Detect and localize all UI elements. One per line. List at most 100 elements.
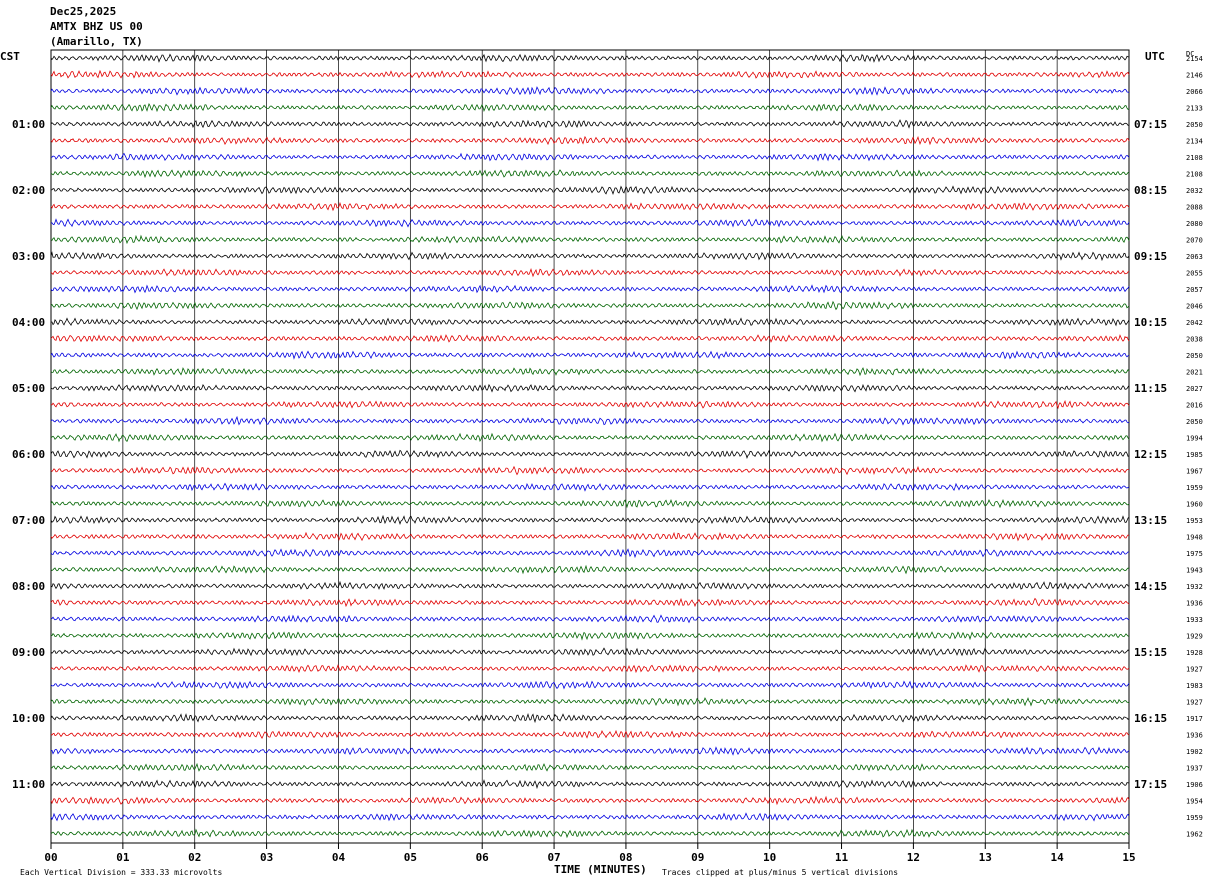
x-tick-label: 13 [979, 851, 992, 864]
dc-offset-column: 2154 2146 2066 2133 2050 2134 2108 2108 2032 2088… [1186, 55, 1203, 839]
station-label: AMTX BHZ US 00 [50, 20, 143, 33]
plot-frame [50, 49, 1130, 844]
seismic-trace [50, 647, 1130, 657]
seismic-trace [50, 53, 1129, 63]
utc-hour-label: 10:15 [1134, 316, 1167, 329]
dc-offset-value: 1927 [1186, 699, 1203, 707]
hour-labels: 01:00 02:00 03:00 04:00 05:00 06:00 07:00 08:00… [12, 118, 1167, 791]
dc-offset-value: 1917 [1186, 715, 1203, 723]
x-tick-label: 02 [188, 851, 201, 864]
seismic-trace [50, 498, 1130, 509]
utc-hour-label: 16:15 [1134, 712, 1167, 725]
seismic-trace [50, 201, 1130, 212]
dc-offset-value: 2146 [1186, 72, 1203, 80]
x-tick-label: 01 [116, 851, 130, 864]
x-tick-label: 12 [907, 851, 920, 864]
seismic-trace [50, 86, 1130, 96]
dc-offset-value: 1994 [1186, 435, 1203, 443]
seismic-trace [50, 580, 1130, 590]
utc-hour-label: 09:15 [1134, 250, 1167, 263]
seismic-trace [50, 729, 1130, 739]
dc-offset-value: 2046 [1186, 303, 1203, 311]
dc-offset-value: 1959 [1186, 484, 1203, 492]
dc-offset-value: 1936 [1186, 600, 1203, 608]
dc-column-label: DC [1186, 50, 1194, 58]
scale-note: Each Vertical Division = 333.33 microvol… [20, 868, 222, 877]
utc-hour-label: 12:15 [1134, 448, 1167, 461]
cst-hour-label: 02:00 [12, 184, 45, 197]
cst-hour-label: 11:00 [12, 778, 45, 791]
x-tick-label: 07 [547, 851, 560, 864]
dc-offset-value: 2063 [1186, 253, 1203, 261]
chart-header: Dec25,2025 AMTX BHZ US 00 (Amarillo, TX) [50, 4, 143, 49]
seismic-trace [50, 103, 1130, 113]
dc-offset-value: 2021 [1186, 369, 1203, 377]
x-tick-label: 08 [619, 851, 632, 864]
dc-offset-value: 2042 [1186, 319, 1203, 327]
utc-hour-label: 11:15 [1134, 382, 1167, 395]
cst-hour-label: 10:00 [12, 712, 45, 725]
x-tick-label: 00 [44, 851, 57, 864]
seismic-trace [50, 762, 1130, 772]
seismic-trace [50, 531, 1130, 542]
seismic-trace [50, 251, 1130, 262]
x-tick-label: 09 [691, 851, 704, 864]
dc-offset-value: 1933 [1186, 616, 1203, 624]
seismic-trace [50, 514, 1130, 526]
location-label: (Amarillo, TX) [50, 35, 143, 48]
cst-hour-label: 05:00 [12, 382, 45, 395]
dc-offset-value: 1954 [1186, 798, 1203, 806]
cst-hour-label: 04:00 [12, 316, 45, 329]
x-tick-label: 06 [476, 851, 490, 864]
seismic-trace [50, 779, 1130, 790]
seismic-trace [50, 135, 1130, 146]
seismic-trace [50, 631, 1130, 641]
seismic-trace [50, 432, 1130, 443]
cst-hour-label: 09:00 [12, 646, 45, 659]
cst-hour-label: 08:00 [12, 580, 45, 593]
seismic-trace [50, 795, 1130, 806]
dc-offset-value: 1967 [1186, 468, 1203, 476]
dc-offset-value: 2134 [1186, 138, 1203, 146]
dc-offset-value: 2032 [1186, 187, 1203, 195]
seismic-trace [50, 812, 1130, 822]
dc-offset-value: 1937 [1186, 765, 1203, 773]
seismic-trace [50, 614, 1130, 624]
x-axis: 00 01 02 03 04 05 06 07 08 09 10 11 12 13 14 15 [44, 843, 1136, 864]
utc-hour-label: 13:15 [1134, 514, 1167, 527]
seismic-trace [50, 218, 1130, 228]
seismic-trace [50, 284, 1130, 294]
x-tick-label: 05 [404, 851, 417, 864]
x-tick-label: 04 [332, 851, 346, 864]
dc-offset-value: 1960 [1186, 501, 1203, 509]
seismic-trace [50, 597, 1130, 608]
seismic-trace [50, 383, 1130, 393]
seismic-trace [50, 746, 1130, 756]
left-timezone-label: CST [0, 50, 20, 63]
seismic-trace [50, 482, 1130, 492]
dc-offset-value: 1906 [1186, 781, 1203, 789]
dc-offset-value: 2154 [1186, 55, 1203, 63]
dc-offset-value: 1927 [1186, 666, 1203, 674]
seismic-trace [50, 234, 1130, 245]
dc-offset-value: 1953 [1186, 517, 1203, 525]
dc-offset-value: 1928 [1186, 649, 1203, 657]
dc-offset-value: 2088 [1186, 204, 1203, 212]
seismic-trace [50, 465, 1129, 476]
minute-grid [50, 49, 1130, 844]
dc-offset-value: 2133 [1186, 105, 1203, 113]
seismic-trace [50, 415, 1130, 426]
seismic-trace [50, 334, 1130, 343]
utc-hour-label: 14:15 [1134, 580, 1167, 593]
seismic-trace [50, 69, 1130, 79]
x-tick-label: 10 [763, 851, 776, 864]
seismic-trace [50, 449, 1130, 460]
dc-offset-value: 2108 [1186, 171, 1203, 179]
dc-offset-value: 2027 [1186, 385, 1203, 393]
seismic-trace [50, 828, 1130, 839]
cst-hour-label: 06:00 [12, 448, 45, 461]
dc-offset-value: 1929 [1186, 633, 1203, 641]
seismic-trace [50, 119, 1130, 129]
dc-offset-value: 2080 [1186, 220, 1203, 228]
dc-offset-value: 2038 [1186, 336, 1203, 344]
